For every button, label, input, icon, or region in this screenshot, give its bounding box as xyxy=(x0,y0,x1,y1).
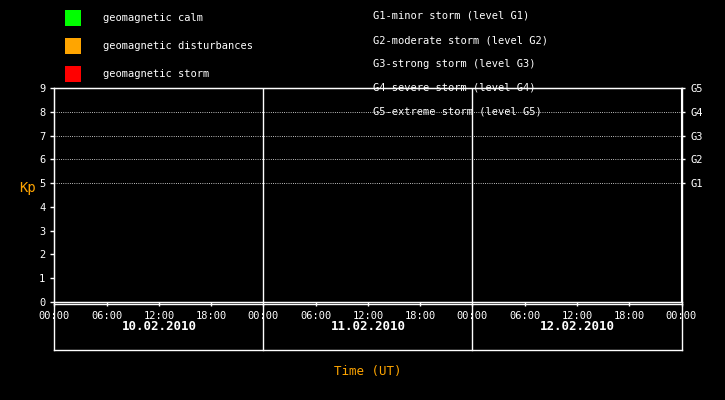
Text: G2-moderate storm (level G2): G2-moderate storm (level G2) xyxy=(373,35,548,45)
Text: 11.02.2010: 11.02.2010 xyxy=(331,320,405,334)
Text: geomagnetic storm: geomagnetic storm xyxy=(103,69,210,79)
Text: G4-severe storm (level G4): G4-severe storm (level G4) xyxy=(373,83,536,93)
Text: geomagnetic disturbances: geomagnetic disturbances xyxy=(103,41,253,51)
Text: G5-extreme storm (level G5): G5-extreme storm (level G5) xyxy=(373,107,542,117)
Y-axis label: Kp: Kp xyxy=(20,181,36,195)
Text: 10.02.2010: 10.02.2010 xyxy=(121,320,196,334)
Text: G1-minor storm (level G1): G1-minor storm (level G1) xyxy=(373,11,530,21)
Text: G3-strong storm (level G3): G3-strong storm (level G3) xyxy=(373,59,536,69)
Text: Time (UT): Time (UT) xyxy=(334,366,402,378)
Text: geomagnetic calm: geomagnetic calm xyxy=(103,13,203,23)
Text: 12.02.2010: 12.02.2010 xyxy=(539,320,615,334)
